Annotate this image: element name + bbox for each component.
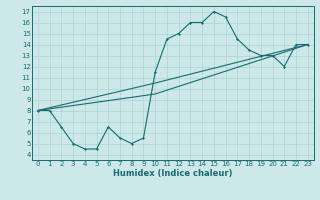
X-axis label: Humidex (Indice chaleur): Humidex (Indice chaleur) xyxy=(113,169,233,178)
